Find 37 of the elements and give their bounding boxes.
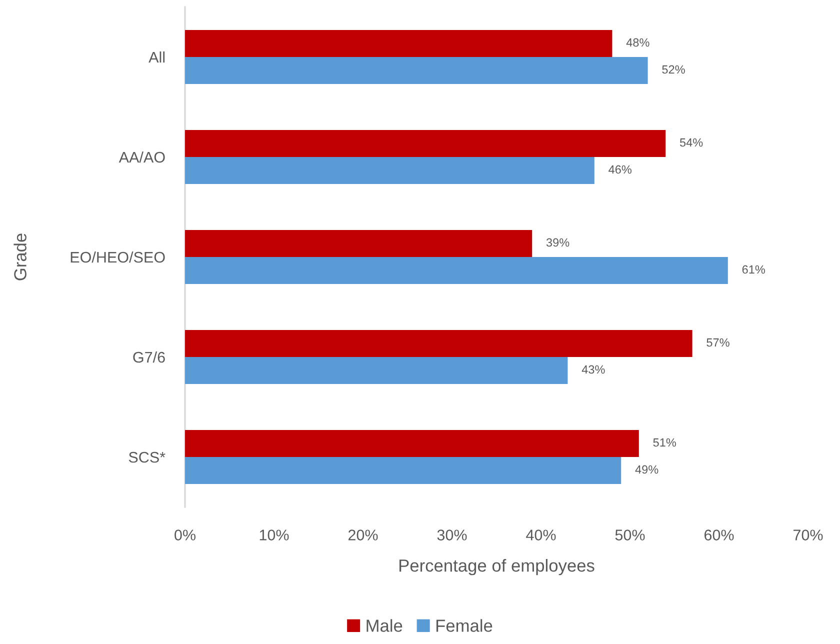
data-label: 48% xyxy=(626,38,650,47)
data-label: 61% xyxy=(742,265,765,274)
x-tick-label: 60% xyxy=(704,530,734,540)
x-axis-title: Percentage of employees xyxy=(399,559,594,576)
data-label: 43% xyxy=(582,365,605,374)
bar xyxy=(185,230,532,257)
bar xyxy=(185,430,639,457)
x-tick-label: 30% xyxy=(437,530,467,540)
x-tick-label: 20% xyxy=(348,530,378,540)
y-tick-label: AA/AO xyxy=(118,151,165,163)
bar xyxy=(185,357,568,384)
bar xyxy=(185,330,692,357)
x-tick-label: 50% xyxy=(615,530,645,540)
x-tick-label: 0% xyxy=(174,530,196,540)
bar xyxy=(185,30,612,57)
y-axis-title: Grade xyxy=(14,234,26,280)
x-tick-label: 70% xyxy=(793,530,823,540)
bar xyxy=(185,130,666,157)
x-tick-label: 10% xyxy=(260,530,289,540)
bar xyxy=(185,157,594,184)
bar xyxy=(185,257,728,284)
data-label: 39% xyxy=(546,238,570,247)
legend-label: Female xyxy=(436,619,492,632)
data-label: 52% xyxy=(662,65,685,74)
bar xyxy=(185,457,622,484)
y-tick-label: All xyxy=(148,51,165,63)
x-tick-label: 40% xyxy=(526,530,556,540)
y-tick-label: G7/6 xyxy=(133,351,165,363)
data-label: 57% xyxy=(706,338,730,347)
legend-label: Male xyxy=(366,619,402,632)
bar xyxy=(185,57,648,84)
y-tick-label: EO/HEO/SEO xyxy=(70,251,165,263)
data-label: 54% xyxy=(680,138,703,147)
y-tick-label: SCS* xyxy=(128,452,166,463)
data-label: 46% xyxy=(608,165,632,174)
data-label: 49% xyxy=(635,465,658,474)
data-label: 51% xyxy=(653,438,676,447)
